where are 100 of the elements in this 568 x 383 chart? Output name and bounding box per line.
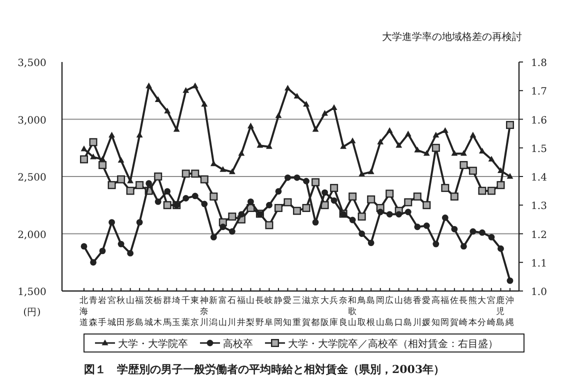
category-label: 鳥取 [357,296,366,328]
category-label: 徳島 [404,296,413,328]
point [330,197,338,204]
point [340,143,347,149]
category-label: 群馬 [162,296,172,328]
point [274,204,282,212]
point [312,126,319,132]
point [164,188,171,195]
point [173,126,180,132]
point [275,112,282,118]
category-label: 佐賀 [450,296,459,328]
point [432,240,440,248]
point [303,178,310,184]
category-label: 岩手 [98,296,108,328]
point [182,170,190,178]
category-label: 奈良 [338,296,348,328]
point [164,108,171,114]
point [423,222,430,229]
point [275,188,282,195]
point [146,82,152,88]
y2-tick-label: 1.0 [531,287,547,298]
point [200,175,208,184]
point [238,150,245,156]
category-label: 埼玉 [172,296,182,328]
y-tick-label: 2,500 [18,172,46,184]
category-label: 大阪 [320,296,330,328]
category-label: 秋田 [116,296,126,328]
category-label: 福井 [236,296,246,328]
y2-tick-label: 1.3 [531,201,547,212]
point [192,82,198,88]
point [210,192,218,201]
point [136,132,143,138]
point [154,96,162,102]
point [396,142,402,148]
point [432,144,440,152]
point [192,192,198,200]
point [478,186,486,195]
point [358,230,366,237]
point [284,174,291,181]
category-label: 岡山 [376,296,385,328]
y-tick-label: 2,000 [18,230,46,241]
point [488,234,495,240]
point [108,132,115,138]
category-label: 愛媛 [422,296,432,328]
point [220,224,226,230]
category-label: 熊本 [468,296,478,328]
y-tick-label: 3,500 [18,58,46,69]
point [404,130,412,136]
y-axis-title: (円) [23,307,41,318]
point [450,192,458,201]
point [396,211,402,218]
category-label: 沖縄 [506,296,514,328]
point [451,150,458,156]
point [256,142,264,148]
point [182,87,190,93]
category-label: 新潟 [209,296,218,328]
point [423,150,430,156]
point [506,277,514,284]
category-label: 岐阜 [264,296,274,328]
point [432,132,440,138]
point [303,100,310,107]
category-label: 山梨 [246,296,256,328]
point [506,173,514,179]
point [191,170,200,178]
x-tick-label: 神奈川 [200,295,209,328]
point [163,201,172,210]
point [126,186,134,195]
category-label: 福島 [135,296,144,328]
point [154,198,162,205]
y2-tick-label: 1.1 [531,258,547,270]
point [470,228,476,235]
point [266,202,272,208]
category-label: 千葉 [181,296,190,328]
category-label: 島根 [366,296,376,328]
point [460,161,468,170]
category-label: 山形 [126,296,135,328]
y2-tick-label: 1.8 [531,58,547,69]
point [117,175,126,184]
category-label: 長崎 [459,296,468,328]
y2-tick-label: 1.5 [531,144,547,155]
point [470,132,476,138]
x-tick-label: 和歌山 [348,295,358,328]
point [266,143,272,149]
category-label: 福岡 [440,296,450,328]
point [302,204,310,212]
point [386,211,393,218]
point [99,248,106,254]
point [468,166,477,175]
point [479,148,486,154]
point [367,195,376,204]
point [422,201,431,210]
point [247,198,254,205]
point [479,229,486,236]
point [377,138,384,144]
point [413,192,422,201]
category-label: 広島 [385,296,394,328]
category-label: 石川 [228,296,237,328]
point [349,216,356,224]
x-tick-label: 鹿児島 [496,295,506,328]
point [136,219,143,226]
